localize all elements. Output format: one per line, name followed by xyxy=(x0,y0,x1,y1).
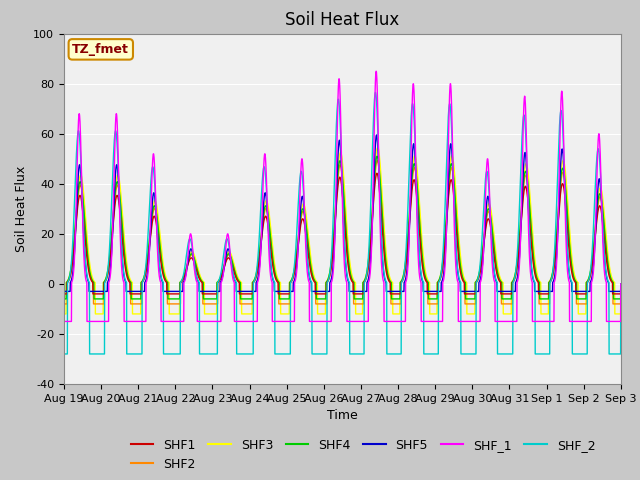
SHF1 xyxy=(617,281,625,287)
SHF3 xyxy=(124,265,131,271)
SHF_2 xyxy=(157,271,164,276)
SHF_1 xyxy=(617,281,625,287)
SHF1 xyxy=(606,276,614,282)
SHF4 xyxy=(60,296,68,302)
SHF_2 xyxy=(371,90,379,96)
SHF2 xyxy=(60,301,68,307)
SHF5 xyxy=(298,195,305,201)
Title: Soil Heat Flux: Soil Heat Flux xyxy=(285,11,399,29)
SHF4 xyxy=(373,154,381,159)
Line: SHF4: SHF4 xyxy=(64,156,621,299)
SHF4 xyxy=(298,208,305,214)
SHF_1 xyxy=(546,319,554,324)
SHF_2 xyxy=(298,169,305,175)
X-axis label: Time: Time xyxy=(327,409,358,422)
SHF_2 xyxy=(274,351,282,357)
SHF4 xyxy=(546,278,554,284)
SHF_2 xyxy=(606,351,614,357)
SHF1 xyxy=(373,170,381,176)
SHF4 xyxy=(606,273,614,278)
SHF_2 xyxy=(124,351,131,357)
SHF_1 xyxy=(274,319,282,324)
SHF2 xyxy=(298,212,305,218)
SHF2 xyxy=(124,273,131,279)
SHF2 xyxy=(373,157,381,163)
SHF1 xyxy=(124,275,131,281)
SHF1 xyxy=(546,279,554,285)
SHF_1 xyxy=(606,319,614,324)
SHF2 xyxy=(606,274,614,280)
SHF5 xyxy=(606,288,614,294)
Line: SHF2: SHF2 xyxy=(64,160,621,304)
Line: SHF_1: SHF_1 xyxy=(64,71,621,322)
SHF1 xyxy=(60,291,68,297)
SHF3 xyxy=(60,311,68,317)
SHF3 xyxy=(606,267,614,273)
Text: TZ_fmet: TZ_fmet xyxy=(72,43,129,56)
SHF5 xyxy=(274,288,282,294)
SHF_1 xyxy=(124,319,131,324)
SHF_1 xyxy=(157,279,164,285)
SHF3 xyxy=(374,145,381,151)
SHF2 xyxy=(546,279,554,285)
SHF3 xyxy=(617,281,625,287)
SHF5 xyxy=(124,288,131,294)
Line: SHF_2: SHF_2 xyxy=(64,93,621,354)
SHF_1 xyxy=(372,68,380,74)
SHF4 xyxy=(617,281,625,287)
SHF2 xyxy=(274,278,282,284)
SHF3 xyxy=(157,238,164,243)
Legend: SHF1, SHF2, SHF3, SHF4, SHF5, SHF_1, SHF_2: SHF1, SHF2, SHF3, SHF4, SHF5, SHF_1, SHF… xyxy=(126,433,600,476)
SHF5 xyxy=(157,272,164,278)
Line: SHF1: SHF1 xyxy=(64,173,621,294)
SHF3 xyxy=(274,275,282,281)
SHF_2 xyxy=(60,351,68,357)
Y-axis label: Soil Heat Flux: Soil Heat Flux xyxy=(15,166,28,252)
SHF5 xyxy=(372,132,380,138)
SHF4 xyxy=(124,272,131,277)
SHF4 xyxy=(157,248,164,254)
SHF3 xyxy=(546,278,554,284)
SHF3 xyxy=(298,206,305,212)
Line: SHF3: SHF3 xyxy=(64,148,621,314)
SHF_2 xyxy=(617,281,625,287)
SHF2 xyxy=(157,250,164,256)
SHF_1 xyxy=(60,319,68,324)
SHF4 xyxy=(274,278,282,284)
SHF5 xyxy=(546,288,554,294)
SHF2 xyxy=(617,281,625,287)
SHF1 xyxy=(274,279,282,285)
SHF1 xyxy=(298,217,305,223)
SHF_2 xyxy=(546,279,554,285)
Line: SHF5: SHF5 xyxy=(64,135,621,291)
SHF5 xyxy=(60,288,68,294)
SHF_1 xyxy=(298,157,305,163)
SHF1 xyxy=(157,256,164,262)
SHF5 xyxy=(617,281,625,287)
